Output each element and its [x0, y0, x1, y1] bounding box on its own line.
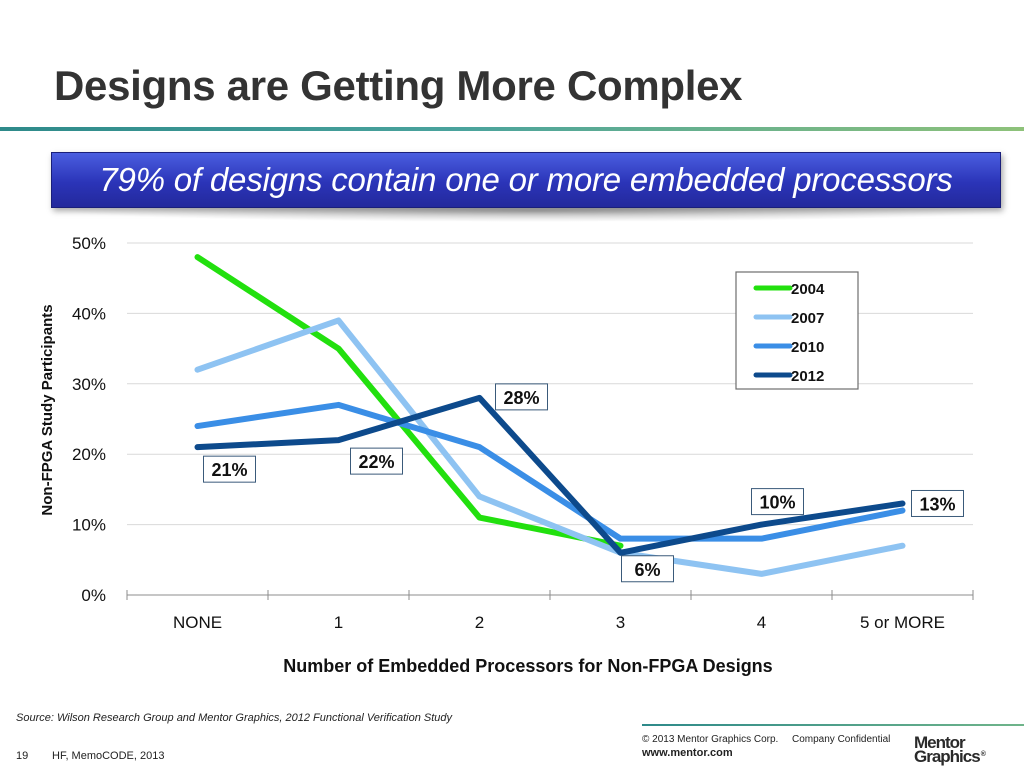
data-label: 21% [211, 460, 247, 480]
page-number: 19 [16, 750, 29, 762]
footer-copyright: © 2013 Mentor Graphics Corp. [642, 734, 779, 745]
data-label-box [495, 383, 548, 411]
y-tick-label: 20% [72, 445, 106, 464]
slide-title: Designs are Getting More Complex [54, 62, 743, 109]
x-axis-title: Number of Embedded Processors for Non-FP… [283, 656, 772, 676]
series-line-2004 [194, 254, 624, 549]
series-line-2012 [194, 394, 906, 556]
y-tick-label: 10% [72, 516, 106, 535]
data-label: 10% [759, 493, 795, 513]
y-tick-label: 30% [72, 375, 106, 394]
logo-line-2: Graphics [914, 748, 996, 765]
banner-text: 79% of designs contain one or more embed… [99, 161, 953, 198]
footer-divider [642, 724, 1024, 726]
series-line-2007 [194, 317, 906, 577]
legend-label-2012: 2012 [791, 368, 824, 385]
x-tick-label: 2 [475, 613, 484, 632]
data-label: 28% [503, 388, 539, 408]
data-label-box [621, 555, 674, 583]
data-label: 13% [919, 494, 955, 514]
highlight-banner: 79% of designs contain one or more embed… [51, 152, 1001, 208]
mentor-graphics-logo: Mentor Graphics [914, 734, 996, 765]
data-label: 6% [634, 560, 660, 580]
title-divider [0, 127, 1024, 131]
legend-label-2004: 2004 [791, 281, 825, 298]
footer-website: www.mentor.com [642, 747, 733, 759]
y-tick-label: 0% [81, 586, 106, 605]
series-line-2010 [194, 401, 906, 542]
footer-event: HF, MemoCODE, 2013 [52, 750, 165, 762]
footer-confidential: Company Confidential [792, 734, 891, 745]
x-tick-label: 4 [757, 613, 766, 632]
data-label-box [751, 488, 804, 516]
line-chart: 0% 10% 20% 30% 40% 50% NONE 1 2 3 4 5 or MORE Number… [39, 234, 974, 676]
x-tick-label: NONE [173, 613, 222, 632]
legend-box [735, 271, 859, 390]
data-label: 22% [358, 452, 394, 472]
x-tick-label: 3 [616, 613, 625, 632]
data-label-box [350, 447, 403, 475]
legend-label-2007: 2007 [791, 310, 824, 327]
data-label-box [203, 455, 256, 483]
footer-source: Source: Wilson Research Group and Mentor… [16, 712, 453, 724]
legend-label-2010: 2010 [791, 339, 824, 356]
y-tick-label: 50% [72, 234, 106, 253]
data-label-box [911, 489, 964, 517]
x-tick-label: 1 [334, 613, 343, 632]
x-tick-label: 5 or MORE [860, 613, 945, 632]
y-axis-title: Non-FPGA Study Participants [39, 304, 56, 515]
y-tick-label: 40% [72, 304, 106, 323]
